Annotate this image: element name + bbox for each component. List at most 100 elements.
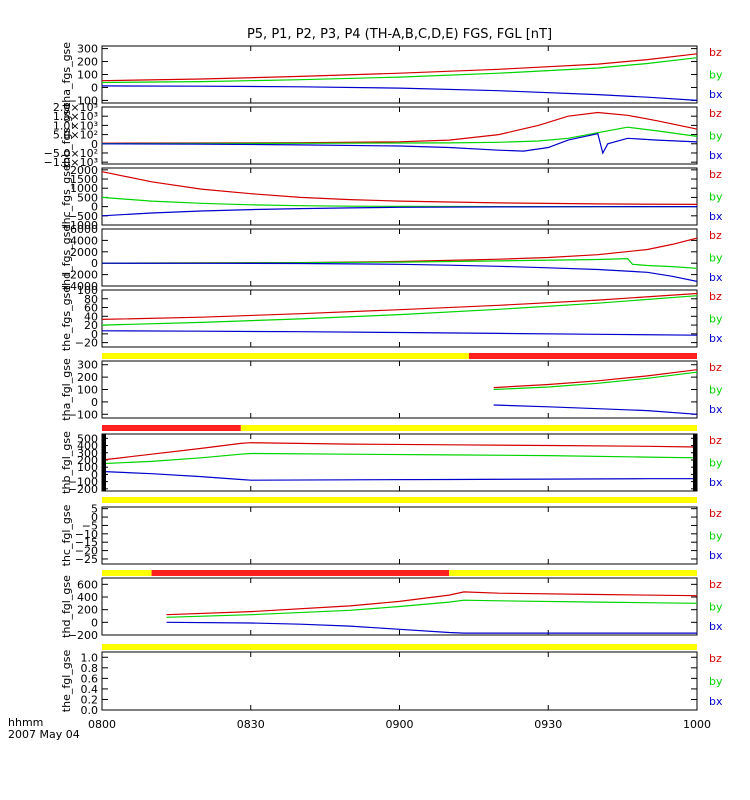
series-bx-panel-1 [102, 132, 697, 155]
legend-bz-panel-0: bz [709, 46, 722, 59]
x-tick-label-4: 1000 [683, 718, 711, 731]
y-tick-label-4-0: 100 [77, 284, 98, 297]
time-unit-label: hhmm [8, 716, 44, 729]
series-by-panel-0 [102, 57, 697, 84]
y-tick-label-3-5: −4000 [61, 280, 98, 293]
y-tick-label-3-3: 0 [91, 257, 98, 270]
status-bar-the-fgl [102, 644, 697, 650]
y-axis-label-3: thd_fgs_gse [60, 225, 73, 291]
series-by-panel-6 [102, 452, 697, 465]
x-tick-label-3: 0930 [534, 718, 562, 731]
y-tick-label-6-3: 200 [77, 454, 98, 467]
y-tick-label-2-3: 500 [77, 191, 98, 204]
legend-by-panel-0: by [709, 69, 723, 82]
legend-bx-panel-2: bx [709, 210, 723, 223]
y-tick-label-1-2: 1.0×10³ [53, 119, 98, 132]
y-tick-label-9-5: 0.0 [81, 704, 99, 717]
legend-bz-panel-3: bz [709, 229, 722, 242]
legend-bz-panel-4: bz [709, 290, 722, 303]
y-tick-label-3-4: −2000 [61, 269, 98, 282]
y-tick-label-8-2: 200 [77, 604, 98, 617]
y-tick-label-8-0: 600 [77, 578, 98, 591]
y-tick-label-2-4: 0 [91, 201, 98, 214]
y-tick-label-4-1: 80 [84, 293, 98, 306]
panel-frame-7 [101, 506, 698, 565]
series-bx-panel-5 [493, 404, 697, 415]
legend-bx-panel-1: bx [709, 149, 723, 162]
y-tick-label-7-6: −25 [75, 553, 98, 566]
y-tick-label-3-2: 2000 [70, 246, 98, 259]
thb-fgl-right-edge-mark [693, 434, 697, 491]
legend-by-panel-4: by [709, 313, 723, 326]
y-tick-label-5-2: 100 [77, 384, 98, 397]
panel-frame-0 [101, 45, 698, 104]
chart-title: P5, P1, P2, P3, P4 (TH-A,B,C,D,E) FGS, F… [246, 27, 553, 42]
status-bar-segment-4-0 [102, 353, 469, 359]
y-tick-label-7-4: −15 [75, 536, 98, 549]
y-tick-label-7-0: 5 [91, 503, 98, 516]
status-bar-segment-5-1 [240, 425, 698, 431]
y-tick-label-6-1: 400 [77, 440, 98, 453]
series-bz-panel-5 [493, 369, 697, 389]
y-tick-label-4-4: 20 [84, 319, 98, 332]
y-tick-label-5-3: 0 [91, 396, 98, 409]
y-tick-label-1-6: −1.0×10³ [44, 156, 98, 169]
series-bx-panel-4 [102, 330, 697, 336]
status-bar-segment-6-0 [102, 497, 697, 503]
legend-bx-panel-5: bx [709, 403, 723, 416]
series-bx-panel-2 [102, 206, 697, 217]
status-bar-segment-7-0 [102, 570, 152, 576]
series-bz-panel-4 [102, 292, 697, 320]
legend-bz-panel-8: bz [709, 578, 722, 591]
y-tick-label-6-5: 0 [91, 468, 98, 481]
panel-frame-6 [101, 433, 698, 492]
legend-by-panel-7: by [709, 530, 723, 543]
legend-by-panel-1: by [709, 130, 723, 143]
y-tick-label-6-6: −100 [68, 476, 98, 489]
series-by-panel-4 [102, 295, 697, 326]
series-bz-panel-8 [166, 591, 697, 616]
y-tick-label-8-3: 0 [91, 616, 98, 629]
y-tick-label-8-1: 400 [77, 591, 98, 604]
y-tick-label-7-1: 0 [91, 511, 98, 524]
series-by-panel-5 [493, 371, 697, 391]
series-bz-panel-2 [102, 171, 697, 205]
y-tick-label-3-0: 6000 [70, 223, 98, 236]
legend-bz-panel-1: bz [709, 107, 722, 120]
series-bz-panel-6 [102, 442, 697, 461]
panel-frame-9 [101, 651, 698, 711]
legend-bx-panel-0: bx [709, 88, 723, 101]
y-axis-label-9: the_fgl_gse [60, 650, 73, 713]
panel-frame-4 [101, 289, 698, 348]
y-tick-label-6-4: 100 [77, 461, 98, 474]
legend-by-panel-9: by [709, 675, 723, 688]
y-tick-label-0-3: 0 [91, 81, 98, 94]
y-tick-label-9-1: 0.8 [81, 662, 99, 675]
legend-bx-panel-3: bx [709, 271, 723, 284]
x-tick-label-2: 0900 [386, 718, 414, 731]
y-tick-label-2-6: −1000 [61, 219, 98, 232]
y-tick-label-7-5: −20 [75, 545, 98, 558]
y-tick-label-9-2: 0.6 [81, 672, 99, 685]
y-axis-label-0: tha_fgs_gse [60, 42, 73, 107]
y-tick-label-9-4: 0.2 [81, 693, 99, 706]
legend-by-panel-6: by [709, 457, 723, 470]
series-bz-panel-0 [102, 53, 697, 82]
y-tick-label-6-2: 300 [77, 447, 98, 460]
series-bx-panel-6 [102, 470, 697, 481]
y-axis-label-5: tha_fgl_gse [60, 358, 73, 421]
legend-bx-panel-7: bx [709, 549, 723, 562]
y-tick-label-0-1: 200 [77, 56, 98, 69]
y-tick-label-9-0: 1.0 [81, 651, 99, 664]
y-tick-label-1-1: 1.5×10³ [53, 110, 98, 123]
y-tick-label-9-3: 0.4 [81, 683, 99, 696]
legend-bx-panel-8: bx [709, 620, 723, 633]
y-tick-label-0-0: 300 [77, 43, 98, 56]
legend-bx-panel-6: bx [709, 476, 723, 489]
date-label: 2007 May 04 [8, 728, 80, 741]
panel-frame-1 [101, 106, 698, 165]
legend-bz-panel-6: bz [709, 434, 722, 447]
series-by-panel-8 [166, 599, 697, 618]
series-bz-panel-1 [102, 111, 697, 144]
legend-bz-panel-5: bz [709, 361, 722, 374]
